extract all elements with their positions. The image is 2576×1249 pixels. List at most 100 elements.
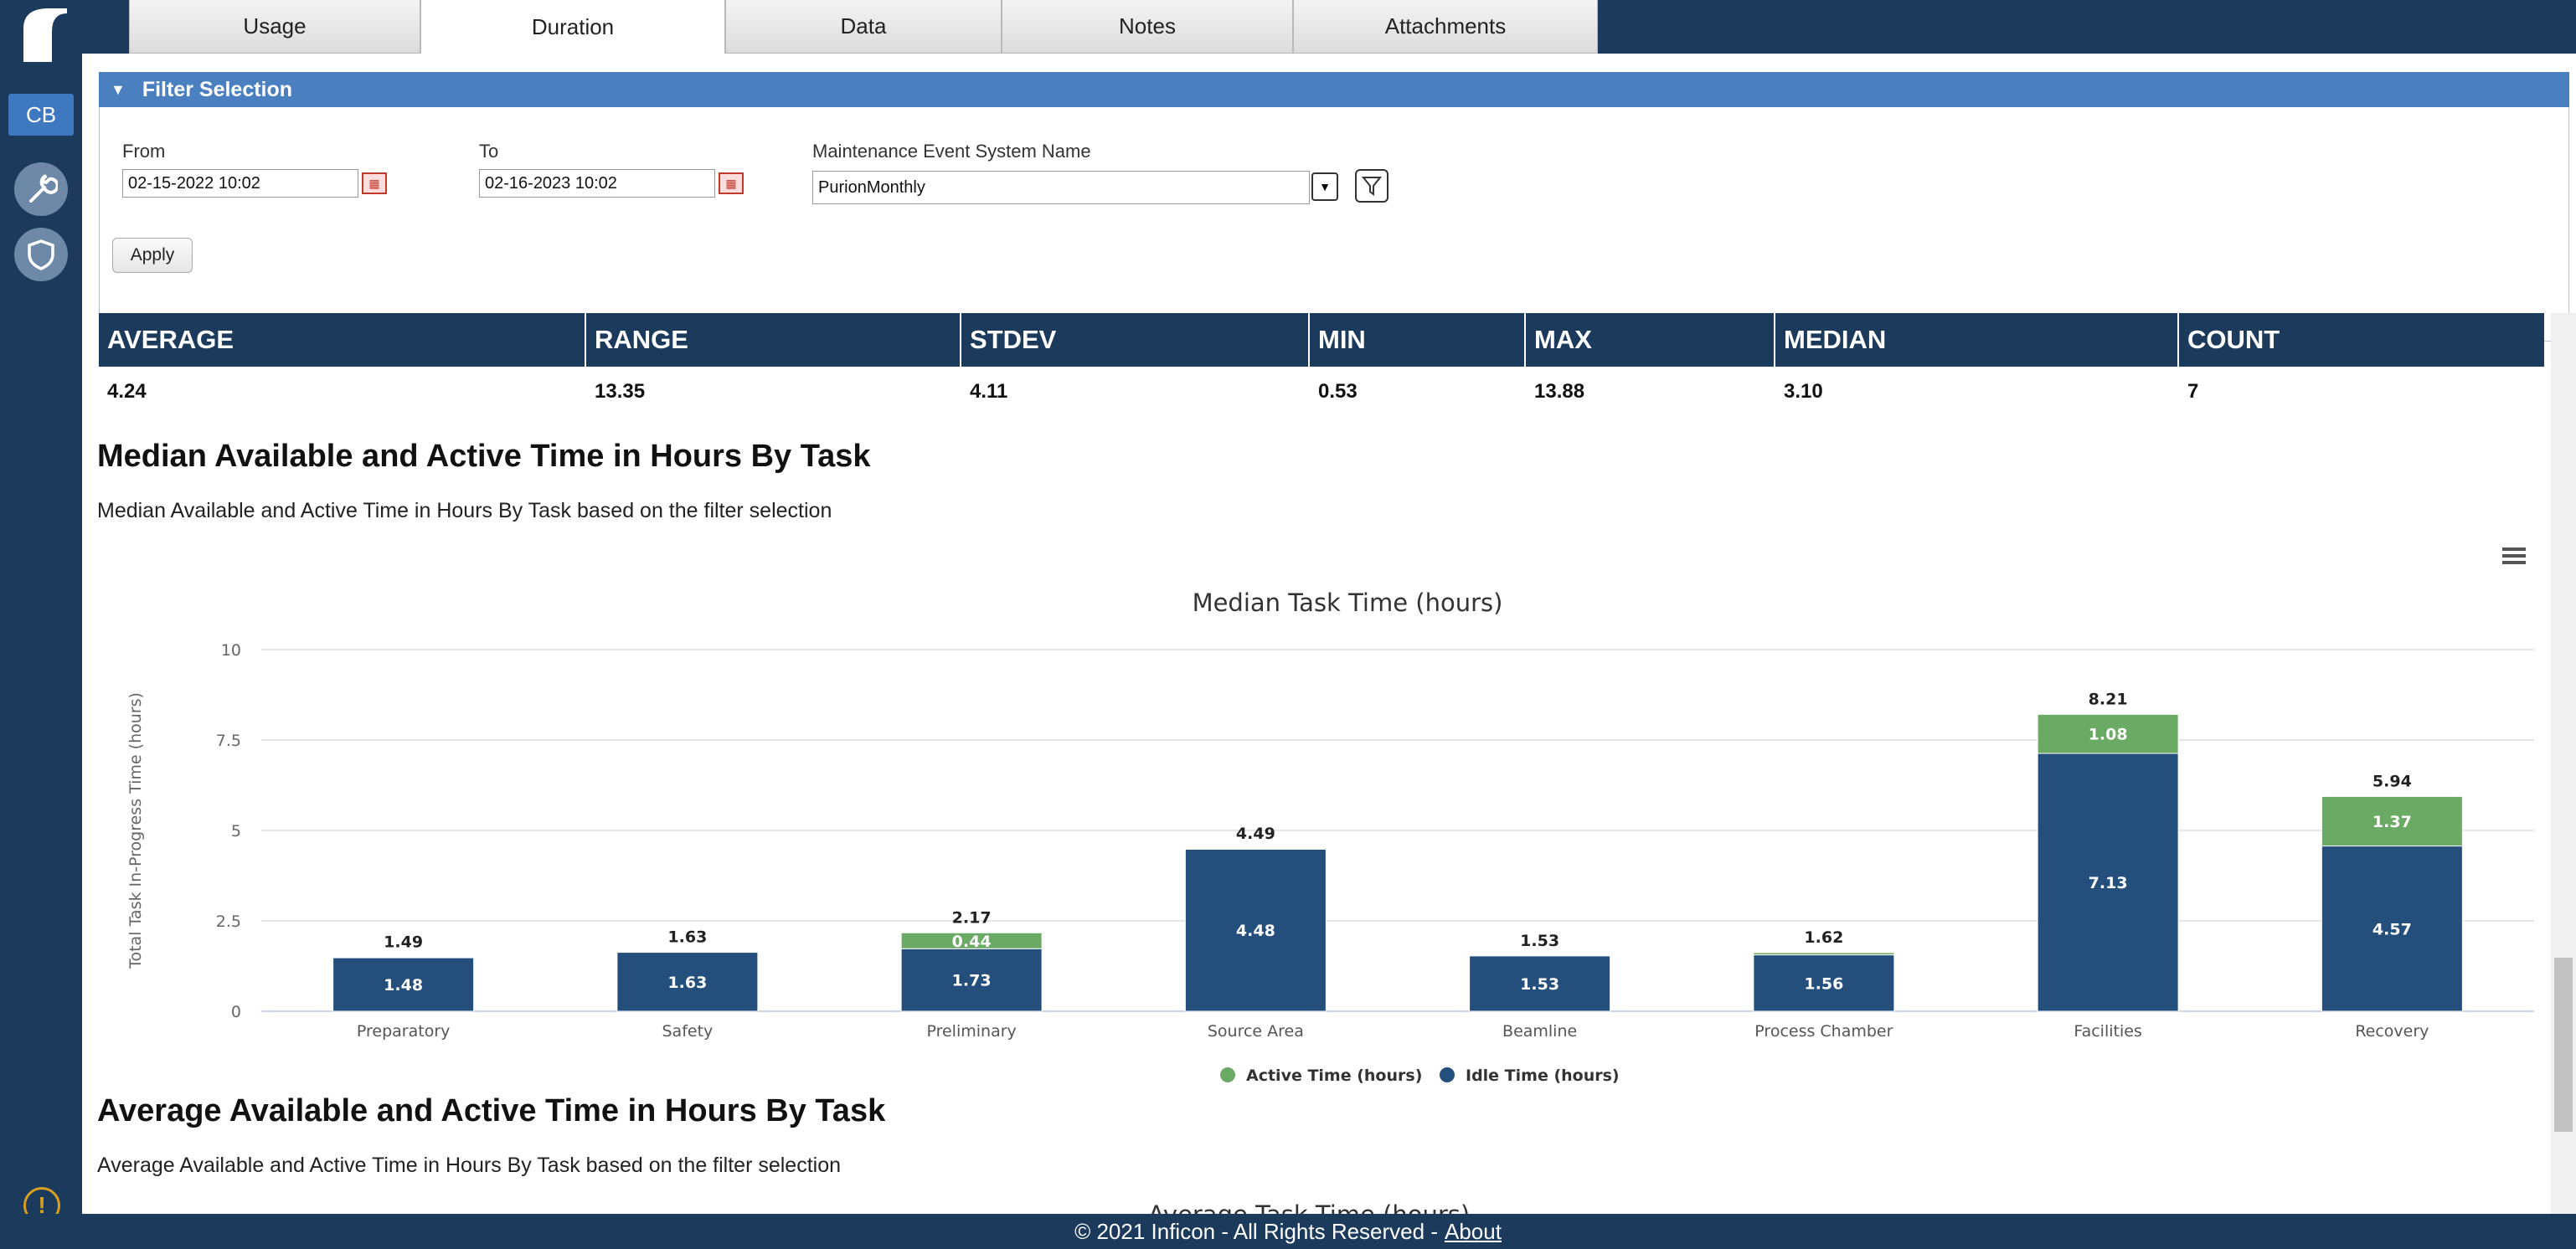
y-tick-label: 10	[221, 641, 241, 660]
bar-active-2	[900, 932, 1043, 949]
data-label-idle: 1.73	[952, 972, 992, 990]
x-tick-label: Preliminary	[926, 1022, 1016, 1041]
average-section-description: Average Available and Active Time in Hou…	[97, 1154, 842, 1177]
median-section-heading: Median Available and Active Time in Hour…	[97, 439, 871, 474]
y-tick-label: 5	[231, 822, 241, 840]
stat-value-average: 4.24	[107, 380, 147, 403]
tab-notes[interactable]: Notes	[1002, 0, 1293, 54]
x-tick-label: Facilities	[2074, 1022, 2141, 1041]
bar-idle-3	[1184, 848, 1327, 1012]
from-calendar-icon[interactable]: ▦	[362, 172, 387, 194]
tab-attachments[interactable]: Attachments	[1293, 0, 1598, 54]
collapse-triangle-icon: ▼	[111, 80, 126, 98]
average-chart-title-clip: Average Task Time (hours)	[82, 1192, 2536, 1214]
y-tick-label: 2.5	[216, 912, 241, 931]
stat-header-min: MIN	[1310, 313, 1526, 367]
data-label-total: 8.21	[2089, 690, 2128, 708]
data-label-idle: 1.56	[1804, 974, 1843, 993]
data-label-idle: 1.48	[384, 976, 423, 995]
inficon-logo-icon[interactable]	[15, 3, 70, 64]
legend-marker-idle	[1440, 1067, 1455, 1082]
tab-usage[interactable]: Usage	[129, 0, 420, 54]
filter-panel	[99, 107, 2569, 342]
tab-data[interactable]: Data	[725, 0, 1002, 54]
y-tick-label: 0	[231, 1003, 241, 1021]
x-tick-label: Preparatory	[357, 1022, 451, 1041]
filter-funnel-icon[interactable]	[1355, 169, 1388, 203]
x-tick-label: Safety	[662, 1022, 713, 1041]
to-date-input[interactable]	[479, 169, 715, 198]
data-label-total: 2.17	[952, 908, 992, 927]
x-tick-label: Process Chamber	[1754, 1022, 1893, 1041]
bar-idle-1	[616, 952, 759, 1012]
filter-title: Filter Selection	[142, 77, 293, 101]
chevron-down-icon[interactable]: ▼	[1311, 172, 1338, 201]
from-label: From	[122, 141, 166, 162]
bar-idle-7	[2321, 846, 2463, 1012]
data-label-total: 1.53	[1520, 932, 1559, 950]
bar-idle-2	[900, 948, 1043, 1012]
data-label-active: 1.08	[2089, 726, 2128, 744]
system-name-label: Maintenance Event System Name	[812, 141, 1091, 162]
stats-value-row: 4.24 13.35 4.11 0.53 13.88 3.10 7	[99, 367, 2544, 417]
data-label-idle: 1.63	[667, 974, 707, 992]
data-label-idle: 7.13	[2089, 874, 2128, 892]
stat-header-median: MEDIAN	[1775, 313, 2179, 367]
x-tick-label: Beamline	[1502, 1022, 1577, 1041]
bar-active-7	[2321, 795, 2463, 847]
data-label-active: 1.37	[2372, 813, 2412, 831]
bar-idle-0	[332, 957, 475, 1012]
data-label-idle: 4.57	[2372, 920, 2412, 938]
stats-header-row: AVERAGE RANGE STDEV MIN MAX MEDIAN COUNT	[99, 313, 2544, 367]
stat-header-stdev: STDEV	[961, 313, 1310, 367]
legend-marker-active	[1220, 1067, 1235, 1082]
bar-idle-6	[2037, 753, 2179, 1012]
average-chart-title: Average Task Time (hours)	[1148, 1200, 1470, 1214]
data-label-total: 1.49	[384, 933, 423, 952]
data-label-total: 5.94	[2372, 772, 2412, 790]
stat-value-median: 3.10	[1784, 380, 1823, 403]
scrollbar-thumb[interactable]	[2554, 958, 2573, 1132]
stat-value-min: 0.53	[1318, 380, 1358, 403]
filter-selection-header[interactable]: ▼ Filter Selection	[99, 72, 2569, 107]
apply-button[interactable]: Apply	[112, 238, 193, 273]
main-panel: ▼ Filter Selection From ▦ To ▦ Maintenan…	[82, 54, 2576, 1214]
from-date-input[interactable]	[122, 169, 358, 198]
wrench-icon[interactable]	[14, 162, 68, 216]
stat-value-stdev: 4.11	[970, 380, 1008, 403]
y-axis-label: Total Task In-Progress Time (hours)	[126, 692, 145, 969]
y-tick-label: 7.5	[216, 732, 241, 750]
data-label-total: 4.49	[1236, 825, 1275, 843]
data-label-idle: 4.48	[1236, 922, 1275, 940]
stat-header-max: MAX	[1526, 313, 1775, 367]
left-rail: CB !	[0, 0, 82, 1224]
data-label-active: 0.44	[952, 933, 992, 951]
bar-idle-5	[1753, 954, 1895, 1012]
footer-copyright: © 2021 Inficon - All Rights Reserved -	[1074, 1218, 1438, 1244]
tab-duration[interactable]: Duration	[420, 0, 725, 54]
bar-active-5	[1753, 952, 1895, 956]
legend-label-idle: Idle Time (hours)	[1466, 1067, 1620, 1085]
to-calendar-icon[interactable]: ▦	[719, 172, 744, 194]
to-label: To	[479, 141, 499, 162]
chart-menu-icon[interactable]	[2502, 546, 2526, 566]
bar-active-6	[2037, 713, 2179, 754]
system-name-select[interactable]	[812, 171, 1310, 204]
chart-title: Median Task Time (hours)	[1193, 589, 1503, 617]
user-initials-button[interactable]: CB	[8, 94, 74, 136]
median-task-time-chart: Median Task Time (hours) 0 2.5 5 7.5 10 Total …	[126, 589, 2534, 1085]
stat-value-range: 13.35	[595, 380, 646, 403]
data-label-total: 1.62	[1804, 928, 1843, 947]
stat-header-average: AVERAGE	[99, 313, 586, 367]
data-label-idle: 1.53	[1520, 975, 1559, 994]
scrollbar[interactable]	[2551, 313, 2576, 1214]
stat-value-max: 13.88	[1534, 380, 1585, 403]
stat-header-range: RANGE	[586, 313, 961, 367]
shield-icon[interactable]	[14, 228, 68, 281]
average-section-heading: Average Available and Active Time in Hou…	[97, 1093, 886, 1128]
data-label-total: 1.63	[667, 928, 707, 947]
legend-label-active: Active Time (hours)	[1246, 1067, 1422, 1085]
x-tick-label: Recovery	[2355, 1022, 2429, 1041]
about-link[interactable]: About	[1444, 1218, 1502, 1244]
footer: © 2021 Inficon - All Rights Reserved - A…	[0, 1214, 2576, 1249]
